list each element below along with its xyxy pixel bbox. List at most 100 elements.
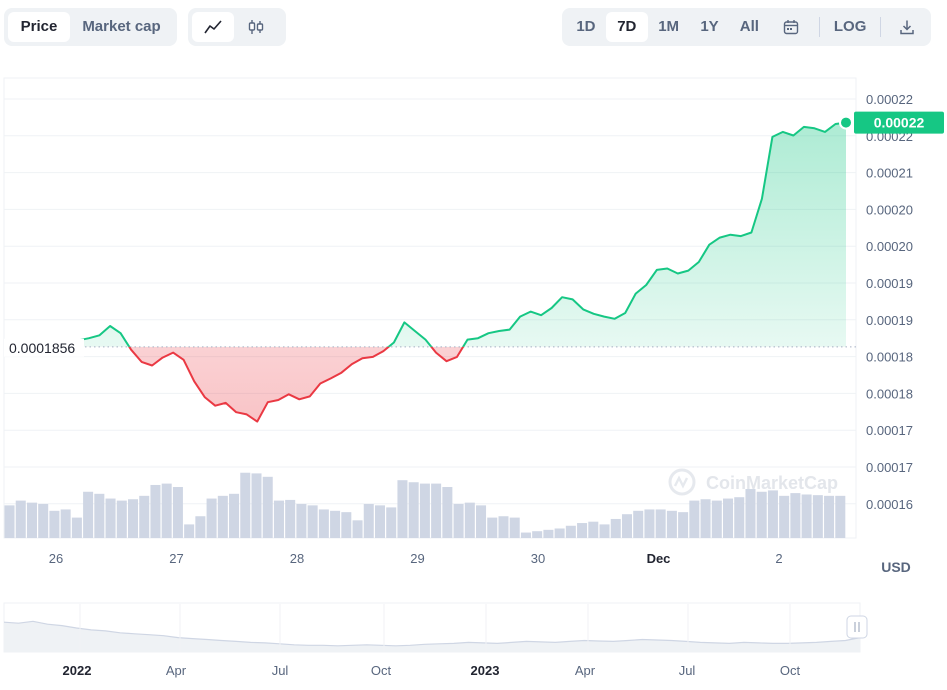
overview-x-tick-label: 2023 (471, 663, 500, 678)
x-tick-label: 2 (775, 551, 782, 566)
tab-range-7d[interactable]: 7D (605, 12, 648, 42)
overview-x-tick-label: Oct (371, 663, 392, 678)
y-tick-label: 0.00022 (866, 92, 913, 107)
volume-bar (723, 498, 734, 538)
volume-bar (565, 525, 576, 538)
overview-x-tick-label: 2022 (63, 663, 92, 678)
volume-bar (487, 517, 498, 538)
x-axis: 26 27 28 29 30 Dec 2 (49, 551, 783, 566)
volume-bar (60, 509, 71, 538)
volume-bar (543, 529, 554, 538)
volume-bar (105, 498, 116, 538)
x-tick-label: 28 (290, 551, 304, 566)
overview-area (4, 621, 860, 652)
volume-bar (296, 504, 307, 538)
volume-bar (217, 495, 228, 538)
x-tick-label: 29 (410, 551, 424, 566)
overview-line (3, 620, 861, 647)
calendar-icon[interactable] (769, 12, 813, 42)
overview-x-axis: 2022 Apr Jul Oct 2023 Apr Jul Oct (63, 663, 801, 678)
tab-range-1y[interactable]: 1Y (700, 18, 719, 35)
log-scale-button[interactable]: LOG (833, 18, 867, 35)
volume-bar (330, 510, 341, 538)
tab-market-cap[interactable]: Market cap (82, 18, 161, 35)
y-tick-label: 0.00021 (866, 166, 913, 181)
candlestick-icon[interactable] (234, 12, 278, 42)
volume-bar (251, 473, 262, 538)
tab-range-1m[interactable]: 1M (658, 18, 680, 35)
volume-bar (307, 505, 318, 538)
volume-bar (83, 491, 94, 538)
volume-bar (532, 531, 543, 538)
volume-bar (386, 507, 397, 538)
volume-bar (49, 510, 60, 538)
area-above-reference (68, 122, 846, 347)
volume-bar (790, 493, 801, 538)
volume-bar (139, 495, 150, 538)
y-axis: 0.000220.000220.000210.000200.000200.000… (866, 92, 913, 512)
volume-bar (655, 509, 666, 538)
overview-x-tick-label: Apr (166, 663, 187, 678)
volume-bar (577, 523, 588, 538)
volume-bar (621, 514, 632, 538)
volume-bar (520, 532, 531, 538)
volume-bar (734, 497, 745, 538)
x-tick-label: 30 (531, 551, 545, 566)
overview-handle[interactable] (846, 615, 868, 639)
volume-bar (498, 516, 509, 538)
volume-bar (161, 483, 172, 538)
y-tick-label: 0.00017 (866, 423, 913, 438)
volume-bar (700, 499, 711, 538)
volume-bar (38, 504, 49, 538)
download-icon[interactable] (887, 12, 927, 42)
volume-bar (610, 518, 621, 538)
volume-bar (150, 484, 161, 538)
volume-bar (318, 509, 329, 538)
volume-bar (476, 505, 487, 538)
tab-price[interactable]: Price (8, 12, 70, 42)
tab-range-all[interactable]: All (739, 18, 759, 35)
svg-text:0.00022: 0.00022 (874, 115, 925, 131)
line-chart-icon[interactable] (192, 12, 234, 42)
y-tick-label: 0.00020 (866, 202, 913, 217)
current-price-badge: 0.00022 (854, 111, 944, 134)
volume-bar (509, 517, 520, 538)
volume-bar (397, 480, 408, 538)
volume-bar (554, 528, 565, 538)
toolbar-divider (880, 17, 882, 37)
volume-bar (689, 500, 700, 538)
y-tick-label: 0.00016 (866, 497, 913, 512)
volume-bar (195, 516, 206, 538)
volume-bar (273, 500, 284, 538)
volume-bar (71, 517, 82, 538)
volume-bar (419, 483, 430, 538)
watermark: CoinMarketCap (668, 468, 838, 496)
chart-type-group (188, 8, 286, 46)
plot-frame (3, 77, 857, 539)
y-tick-label: 0.00018 (866, 386, 913, 401)
volume-bar (442, 487, 453, 538)
volume-bar (666, 510, 677, 538)
volume-bar (240, 472, 251, 538)
volume-bars (4, 472, 846, 538)
volume-bar (464, 502, 475, 538)
y-tick-label: 0.00018 (866, 350, 913, 365)
volume-bar (206, 498, 217, 538)
volume-bar (363, 504, 374, 538)
y-tick-label: 0.00019 (866, 313, 913, 328)
volume-bar (26, 502, 37, 538)
volume-bar (341, 512, 352, 538)
price-line (67, 121, 847, 423)
volume-bar (431, 483, 442, 538)
currency-label: USD (881, 559, 911, 575)
x-tick-label: 27 (169, 551, 183, 566)
watermark-text: CoinMarketCap (706, 473, 838, 493)
tab-range-1d[interactable]: 1D (576, 18, 596, 35)
price-area (68, 122, 846, 422)
y-tick-label: 0.00019 (866, 276, 913, 291)
volume-bar (4, 505, 15, 538)
volume-bar (453, 504, 464, 538)
volume-bar (15, 500, 26, 538)
volume-bar (644, 509, 655, 538)
